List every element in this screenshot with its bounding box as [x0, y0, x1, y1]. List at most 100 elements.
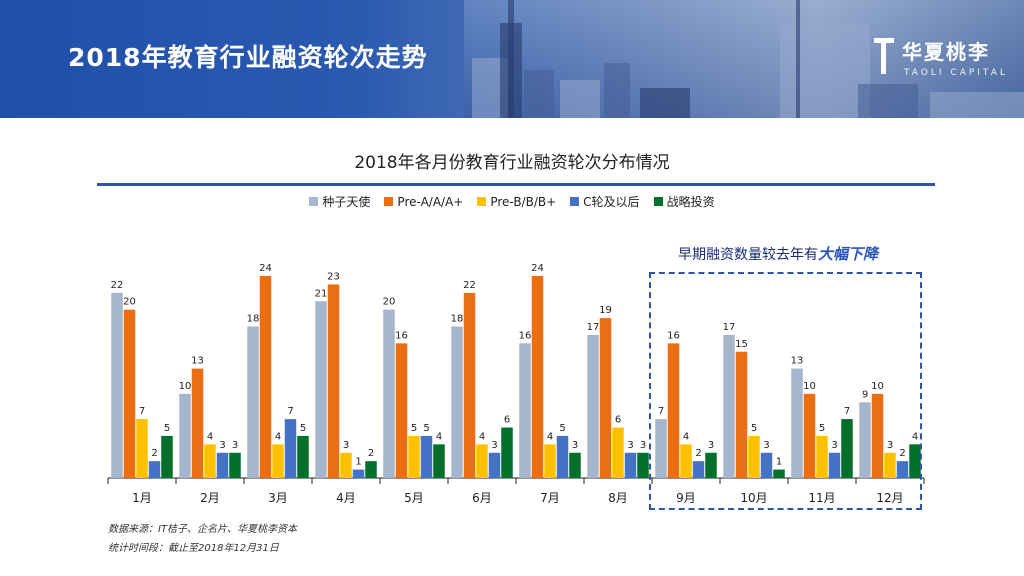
data-label: 4 [683, 431, 689, 442]
data-label: 7 [139, 406, 145, 417]
bar-1 [451, 326, 463, 478]
data-label: 4 [436, 431, 442, 442]
bar-1 [315, 301, 327, 478]
bar-5 [433, 444, 445, 478]
bar-4 [624, 452, 637, 478]
bar-5 [841, 419, 853, 478]
legend-item: C轮及以后 [570, 193, 640, 210]
data-label: 22 [463, 280, 476, 291]
bar-4 [488, 452, 501, 478]
bar-3 [204, 444, 216, 478]
legend-label: Pre-B/B/B+ [490, 194, 557, 209]
x-tick-label: 10月 [740, 491, 767, 505]
data-label: 3 [708, 440, 714, 451]
data-label: 19 [599, 305, 612, 316]
bar-5 [161, 435, 173, 478]
data-label: 3 [640, 440, 646, 451]
legend-item: Pre-A/A/A+ [384, 193, 463, 210]
legend-swatch [570, 197, 580, 206]
bar-2 [395, 343, 408, 478]
data-label: 22 [111, 280, 124, 291]
period-note: 统计时间段：截止至2018年12月31日 [108, 543, 279, 554]
x-tick-label: 9月 [676, 491, 696, 505]
data-label: 23 [327, 271, 340, 282]
bar-1 [587, 334, 599, 478]
bar-5 [501, 427, 513, 478]
bar-3 [544, 444, 556, 478]
data-label: 7 [844, 406, 850, 417]
bar-1 [179, 393, 191, 478]
data-label: 15 [735, 339, 748, 350]
data-label: 4 [912, 431, 918, 442]
legend-swatch [309, 197, 319, 206]
bar-4 [692, 461, 705, 478]
bar-3 [612, 427, 624, 478]
bar-3 [816, 435, 828, 478]
bar-2 [531, 276, 544, 478]
bar-3 [680, 444, 692, 478]
logo-name: 华夏桃李 [902, 40, 990, 64]
data-label: 6 [504, 415, 510, 426]
data-label: 17 [587, 322, 600, 333]
x-tick-label: 4月 [336, 491, 356, 505]
data-label: 3 [627, 440, 633, 451]
data-label: 3 [831, 440, 837, 451]
data-label: 5 [164, 423, 170, 434]
data-label: 5 [411, 423, 417, 434]
data-label: 21 [315, 288, 328, 299]
data-label: 4 [207, 431, 213, 442]
bar-4 [216, 452, 229, 478]
data-label: 10 [803, 381, 816, 392]
legend-swatch [653, 197, 663, 206]
bar-2 [871, 393, 884, 478]
bar-5 [229, 452, 241, 478]
bar-3 [136, 419, 148, 478]
x-tick-label: 6月 [472, 491, 492, 505]
bar-2 [191, 368, 204, 478]
data-label: 1 [776, 457, 782, 468]
x-tick-label: 7月 [540, 491, 560, 505]
data-label: 5 [819, 423, 825, 434]
data-label: 3 [763, 440, 769, 451]
legend-label: C轮及以后 [583, 195, 640, 209]
legend-item: 战略投资 [653, 193, 715, 210]
data-label: 24 [259, 263, 272, 274]
annotation-text: 早期融资数量较去年有大幅下降 [678, 243, 878, 264]
data-label: 3 [219, 440, 225, 451]
bar-4 [896, 461, 909, 478]
legend-label: 种子天使 [322, 195, 371, 209]
bar-2 [463, 292, 476, 478]
bar-1 [655, 419, 667, 478]
bar-4 [828, 452, 841, 478]
data-label: 3 [491, 440, 497, 451]
data-label: 3 [232, 440, 238, 451]
bar-4 [352, 469, 365, 478]
bar-5 [773, 469, 785, 478]
bar-5 [909, 444, 921, 478]
data-label: 18 [247, 314, 260, 325]
bar-3 [272, 444, 284, 478]
bar-3 [748, 435, 760, 478]
data-label: 1 [355, 457, 361, 468]
source-note: 数据来源：IT桔子、企名片、华夏桃李资本 [108, 524, 298, 535]
legend-label: Pre-A/A/A+ [397, 194, 464, 209]
highlight-box [649, 272, 922, 510]
x-tick-label: 5月 [404, 491, 424, 505]
data-label: 5 [751, 423, 757, 434]
bar-4 [148, 461, 161, 478]
x-tick-label: 11月 [808, 491, 835, 505]
data-label: 13 [791, 356, 804, 367]
data-label: 9 [862, 389, 868, 400]
data-label: 4 [479, 431, 485, 442]
bar-2 [803, 393, 816, 478]
data-label: 10 [871, 381, 884, 392]
data-label: 20 [383, 297, 396, 308]
data-label: 5 [423, 423, 429, 434]
bar-2 [327, 284, 340, 478]
bar-1 [791, 368, 803, 478]
bar-5 [637, 452, 649, 478]
bar-2 [123, 309, 136, 478]
data-label: 5 [559, 423, 565, 434]
data-label: 16 [667, 330, 680, 341]
